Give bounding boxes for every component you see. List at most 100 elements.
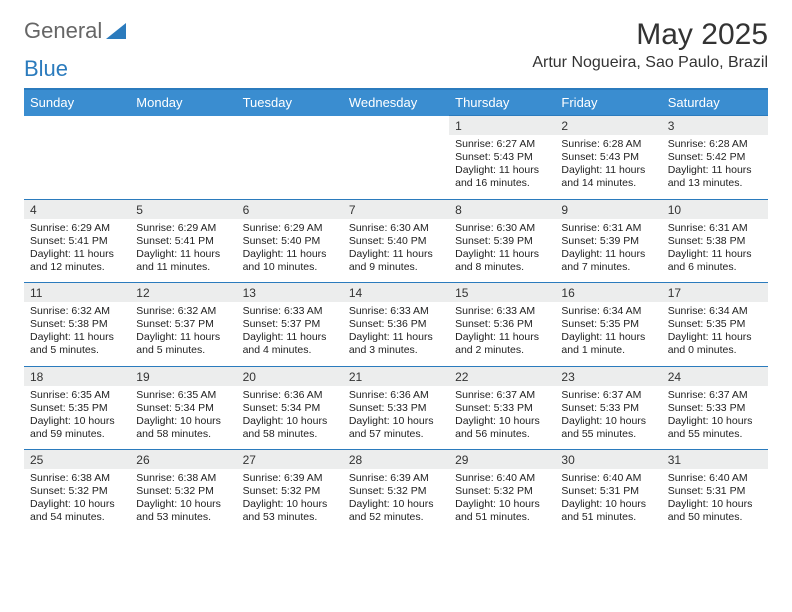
sunrise: Sunrise: 6:27 AM [455, 138, 549, 151]
sunset: Sunset: 5:35 PM [30, 402, 124, 415]
sunrise: Sunrise: 6:37 AM [668, 389, 762, 402]
daylight-line1: Daylight: 11 hours [30, 248, 124, 261]
day-detail-cell: Sunrise: 6:30 AMSunset: 5:39 PMDaylight:… [449, 219, 555, 283]
day-detail-cell: Sunrise: 6:32 AMSunset: 5:37 PMDaylight:… [130, 302, 236, 366]
sunset: Sunset: 5:39 PM [455, 235, 549, 248]
day-header: Wednesday [343, 90, 449, 116]
sunset: Sunset: 5:32 PM [455, 485, 549, 498]
daylight-line2: and 55 minutes. [668, 428, 762, 441]
sunset: Sunset: 5:36 PM [349, 318, 443, 331]
daylight-line1: Daylight: 11 hours [455, 331, 549, 344]
day-number-cell: 30 [555, 450, 661, 470]
day-number-cell: 25 [24, 450, 130, 470]
day-detail-cell [130, 135, 236, 199]
sunset: Sunset: 5:32 PM [30, 485, 124, 498]
daylight-line2: and 51 minutes. [561, 511, 655, 524]
sunset: Sunset: 5:43 PM [455, 151, 549, 164]
daylight-line2: and 8 minutes. [455, 261, 549, 274]
sunset: Sunset: 5:34 PM [136, 402, 230, 415]
daylight-line2: and 57 minutes. [349, 428, 443, 441]
daylight-line1: Daylight: 11 hours [455, 164, 549, 177]
sunrise: Sunrise: 6:39 AM [349, 472, 443, 485]
detail-row: Sunrise: 6:32 AMSunset: 5:38 PMDaylight:… [24, 302, 768, 366]
day-detail-cell: Sunrise: 6:40 AMSunset: 5:32 PMDaylight:… [449, 469, 555, 533]
daylight-line2: and 53 minutes. [136, 511, 230, 524]
day-number-cell [24, 116, 130, 136]
sunset: Sunset: 5:33 PM [349, 402, 443, 415]
sunset: Sunset: 5:42 PM [668, 151, 762, 164]
daylight-line2: and 52 minutes. [349, 511, 443, 524]
detail-row: Sunrise: 6:35 AMSunset: 5:35 PMDaylight:… [24, 386, 768, 450]
logo-part1: General [24, 18, 102, 44]
daylight-line2: and 56 minutes. [455, 428, 549, 441]
day-number-cell: 5 [130, 199, 236, 219]
day-number-cell: 21 [343, 366, 449, 386]
sunrise: Sunrise: 6:33 AM [455, 305, 549, 318]
sunset: Sunset: 5:34 PM [243, 402, 337, 415]
day-number-cell: 19 [130, 366, 236, 386]
sunset: Sunset: 5:43 PM [561, 151, 655, 164]
sunrise: Sunrise: 6:29 AM [30, 222, 124, 235]
day-detail-cell: Sunrise: 6:38 AMSunset: 5:32 PMDaylight:… [130, 469, 236, 533]
daylight-line1: Daylight: 10 hours [455, 498, 549, 511]
sunset: Sunset: 5:33 PM [455, 402, 549, 415]
day-number-cell [130, 116, 236, 136]
daylight-line1: Daylight: 10 hours [455, 415, 549, 428]
daylight-line2: and 5 minutes. [30, 344, 124, 357]
sunrise: Sunrise: 6:34 AM [668, 305, 762, 318]
daylight-line1: Daylight: 11 hours [136, 248, 230, 261]
daylight-line2: and 5 minutes. [136, 344, 230, 357]
sunset: Sunset: 5:35 PM [561, 318, 655, 331]
daylight-line1: Daylight: 10 hours [561, 498, 655, 511]
daylight-line1: Daylight: 10 hours [30, 498, 124, 511]
sunset: Sunset: 5:41 PM [30, 235, 124, 248]
sunset: Sunset: 5:38 PM [668, 235, 762, 248]
day-detail-cell: Sunrise: 6:35 AMSunset: 5:34 PMDaylight:… [130, 386, 236, 450]
daylight-line2: and 13 minutes. [668, 177, 762, 190]
sunset: Sunset: 5:36 PM [455, 318, 549, 331]
sunrise: Sunrise: 6:33 AM [349, 305, 443, 318]
day-detail-cell: Sunrise: 6:39 AMSunset: 5:32 PMDaylight:… [343, 469, 449, 533]
daylight-line1: Daylight: 11 hours [561, 331, 655, 344]
daylight-line1: Daylight: 11 hours [668, 248, 762, 261]
sunset: Sunset: 5:39 PM [561, 235, 655, 248]
daylight-line2: and 9 minutes. [349, 261, 443, 274]
day-header: Friday [555, 90, 661, 116]
day-number-cell: 6 [237, 199, 343, 219]
sunset: Sunset: 5:41 PM [136, 235, 230, 248]
day-number-cell: 16 [555, 283, 661, 303]
daynum-row: 25262728293031 [24, 450, 768, 470]
day-detail-cell: Sunrise: 6:37 AMSunset: 5:33 PMDaylight:… [662, 386, 768, 450]
daynum-row: 123 [24, 116, 768, 136]
sunrise: Sunrise: 6:32 AM [136, 305, 230, 318]
daylight-line1: Daylight: 10 hours [136, 415, 230, 428]
sunrise: Sunrise: 6:31 AM [668, 222, 762, 235]
day-detail-cell: Sunrise: 6:40 AMSunset: 5:31 PMDaylight:… [555, 469, 661, 533]
day-number-cell: 14 [343, 283, 449, 303]
day-header: Sunday [24, 90, 130, 116]
day-number-cell: 31 [662, 450, 768, 470]
sunrise: Sunrise: 6:40 AM [455, 472, 549, 485]
sunrise: Sunrise: 6:29 AM [243, 222, 337, 235]
daylight-line1: Daylight: 10 hours [668, 415, 762, 428]
day-header: Tuesday [237, 90, 343, 116]
logo: General [24, 18, 128, 44]
daylight-line2: and 11 minutes. [136, 261, 230, 274]
daylight-line1: Daylight: 11 hours [349, 331, 443, 344]
calendar-table: Sunday Monday Tuesday Wednesday Thursday… [24, 90, 768, 533]
sunset: Sunset: 5:37 PM [243, 318, 337, 331]
day-number-cell: 9 [555, 199, 661, 219]
daylight-line1: Daylight: 11 hours [136, 331, 230, 344]
day-detail-cell: Sunrise: 6:31 AMSunset: 5:38 PMDaylight:… [662, 219, 768, 283]
sunset: Sunset: 5:35 PM [668, 318, 762, 331]
daylight-line1: Daylight: 11 hours [668, 331, 762, 344]
detail-row: Sunrise: 6:38 AMSunset: 5:32 PMDaylight:… [24, 469, 768, 533]
daylight-line1: Daylight: 10 hours [668, 498, 762, 511]
daylight-line2: and 59 minutes. [30, 428, 124, 441]
day-detail-cell: Sunrise: 6:37 AMSunset: 5:33 PMDaylight:… [449, 386, 555, 450]
day-header: Saturday [662, 90, 768, 116]
daylight-line1: Daylight: 11 hours [349, 248, 443, 261]
day-detail-cell: Sunrise: 6:33 AMSunset: 5:36 PMDaylight:… [449, 302, 555, 366]
sunset: Sunset: 5:33 PM [668, 402, 762, 415]
sunrise: Sunrise: 6:33 AM [243, 305, 337, 318]
